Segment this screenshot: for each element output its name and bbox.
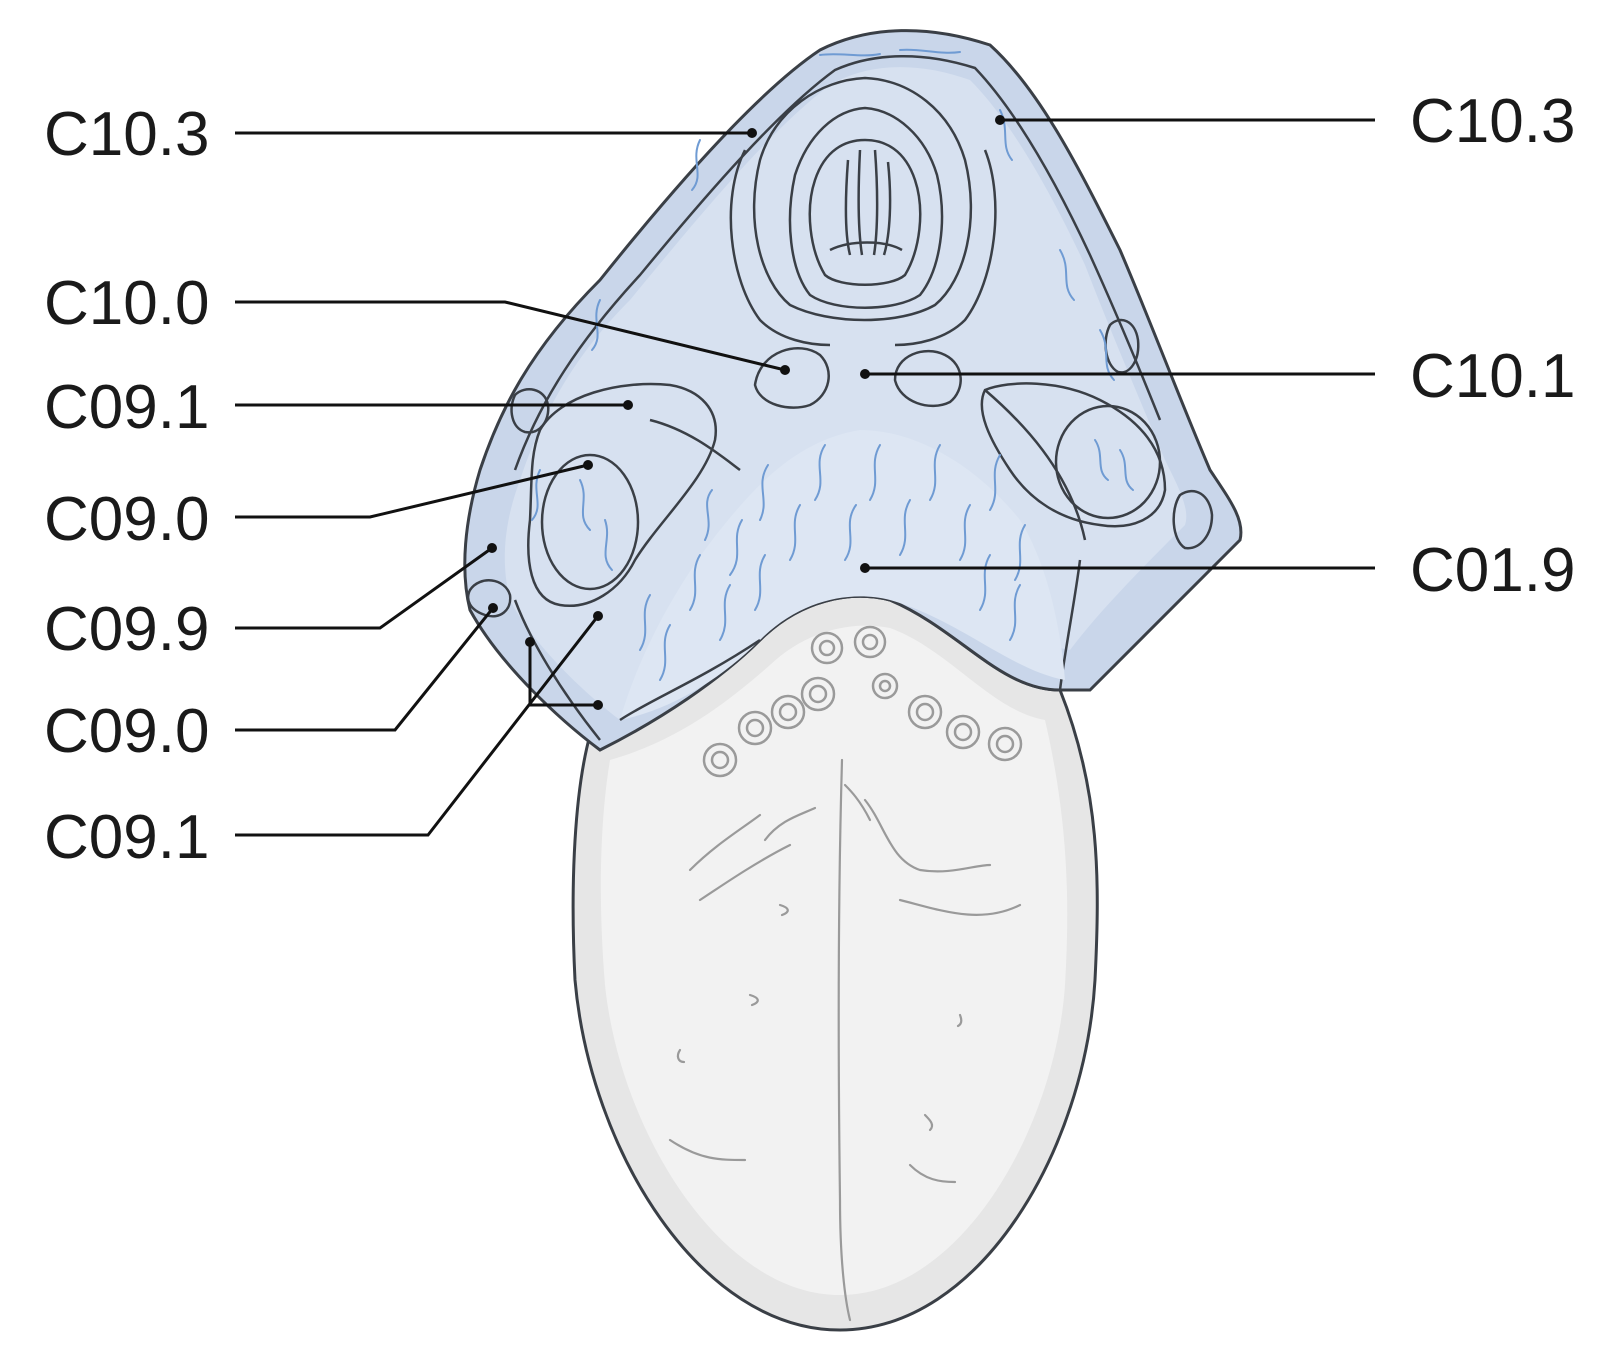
median-sulcus [837, 758, 852, 1322]
label-left-c09-0-lower: C09.0 [44, 697, 209, 766]
label-right-c10-3: C10.3 [1410, 87, 1575, 156]
label-left-c10-3: C10.3 [44, 100, 209, 169]
left-tonsil [540, 453, 640, 591]
label-left-c09-9: C09.9 [44, 595, 209, 664]
label-group: C10.3 C10.0 C09.1 C09.0 C09.9 C09.0 C09.… [44, 87, 1575, 872]
anterior-tongue [571, 594, 1099, 1332]
label-right-c01-9: C01.9 [1410, 536, 1575, 605]
right-tonsil [1054, 404, 1162, 520]
leader-c09-1-lower [235, 615, 600, 837]
leader-c09-0-lower [235, 607, 495, 732]
label-left-c09-0-upper: C09.0 [44, 485, 209, 554]
leader-c09-0-upper [235, 463, 589, 519]
label-left-c09-1-upper: C09.1 [44, 373, 209, 442]
label-left-c10-0: C10.0 [44, 269, 209, 338]
leader-lines [235, 115, 1375, 837]
oropharynx-section [463, 29, 1243, 778]
leader-c10-0 [235, 300, 786, 372]
leader-c09-9 [235, 546, 493, 630]
circumvallate-papillae [702, 625, 1023, 778]
mucosal-texture [531, 48, 1134, 681]
label-right-c10-1: C10.1 [1410, 342, 1575, 411]
label-left-c09-1-lower: C09.1 [44, 803, 209, 872]
